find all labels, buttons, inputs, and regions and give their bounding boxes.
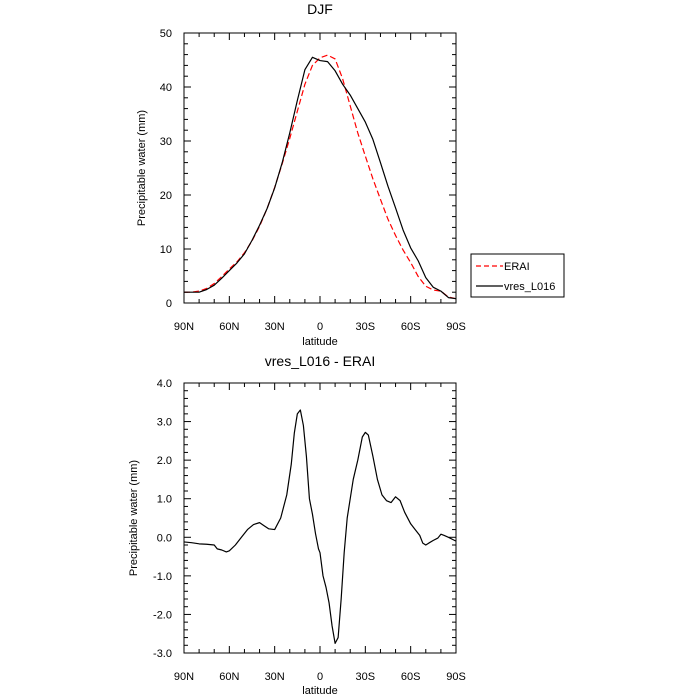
series-line-erai [184,54,457,300]
tick-marks [183,32,457,304]
plot-frame [183,382,457,654]
panel-djf: DJF 90N 60N 30N 0 30S 60S 90S 0 10 20 30 40 50 lati… [136,1,565,348]
x-tick-label: 60S [401,321,421,333]
series-layer [183,409,457,644]
x-tick-label: 30S [356,671,376,683]
y-tick-label: 40 [160,82,172,94]
x-tick-label: 90N [174,321,194,333]
y-tick-label: 2.0 [157,455,172,467]
y-axis-label: Precipitable water (mm) [128,460,140,576]
y-axis-label: Precipitable water (mm) [136,110,148,226]
y-tick-label: 1.0 [157,494,172,506]
x-tick-label: 90S [446,671,466,683]
x-axis-label: latitude [302,336,337,348]
y-tick-label: 20 [160,190,172,202]
legend-label-erai: ERAI [504,261,530,273]
x-tick-label: 30N [265,671,285,683]
x-tick-label: 30S [356,321,376,333]
y-tick-label: 4.0 [157,378,172,390]
y-tick-label: 10 [160,244,172,256]
tick-marks [183,382,457,654]
y-tick-labels: -3.0 -2.0 -1.0 0.0 1.0 2.0 3.0 4.0 [153,378,172,660]
x-tick-label: 60N [219,671,239,683]
x-tick-labels: 90N 60N 30N 0 30S 60S 90S [174,321,466,333]
series-layer [184,54,457,300]
y-tick-label: 50 [160,28,172,40]
y-tick-label: 3.0 [157,417,172,429]
y-tick-label: -1.0 [153,571,172,583]
x-tick-label: 30N [265,321,285,333]
x-tick-label: 60N [219,321,239,333]
x-tick-label: 0 [317,321,323,333]
legend: ERAI vres_L016 [470,253,565,298]
y-tick-label: -3.0 [153,648,172,660]
y-tick-labels: 0 10 20 30 40 50 [160,28,172,310]
series-line-vres-l016 [184,56,457,300]
plot-frame [183,32,457,304]
x-tick-label: 90S [446,321,466,333]
x-tick-labels: 90N 60N 30N 0 30S 60S 90S [174,671,466,683]
y-tick-label: 0.0 [157,532,172,544]
x-axis-label: latitude [302,685,337,697]
series-line-vres-l016-erai [183,409,457,644]
x-tick-label: 60S [401,671,421,683]
chart-title: DJF [307,1,333,17]
chart-title: vres_L016 - ERAI [265,353,376,369]
y-tick-label: 30 [160,136,172,148]
x-tick-label: 0 [317,671,323,683]
panel-difference: vres_L016 - ERAI 90N 60N 30N 0 30S 60S 90S -3.… [128,353,466,697]
x-tick-label: 90N [174,671,194,683]
legend-label-vres: vres_L016 [504,281,555,293]
y-tick-label: 0 [166,298,172,310]
legend-box [470,253,565,298]
y-tick-label: -2.0 [153,609,172,621]
